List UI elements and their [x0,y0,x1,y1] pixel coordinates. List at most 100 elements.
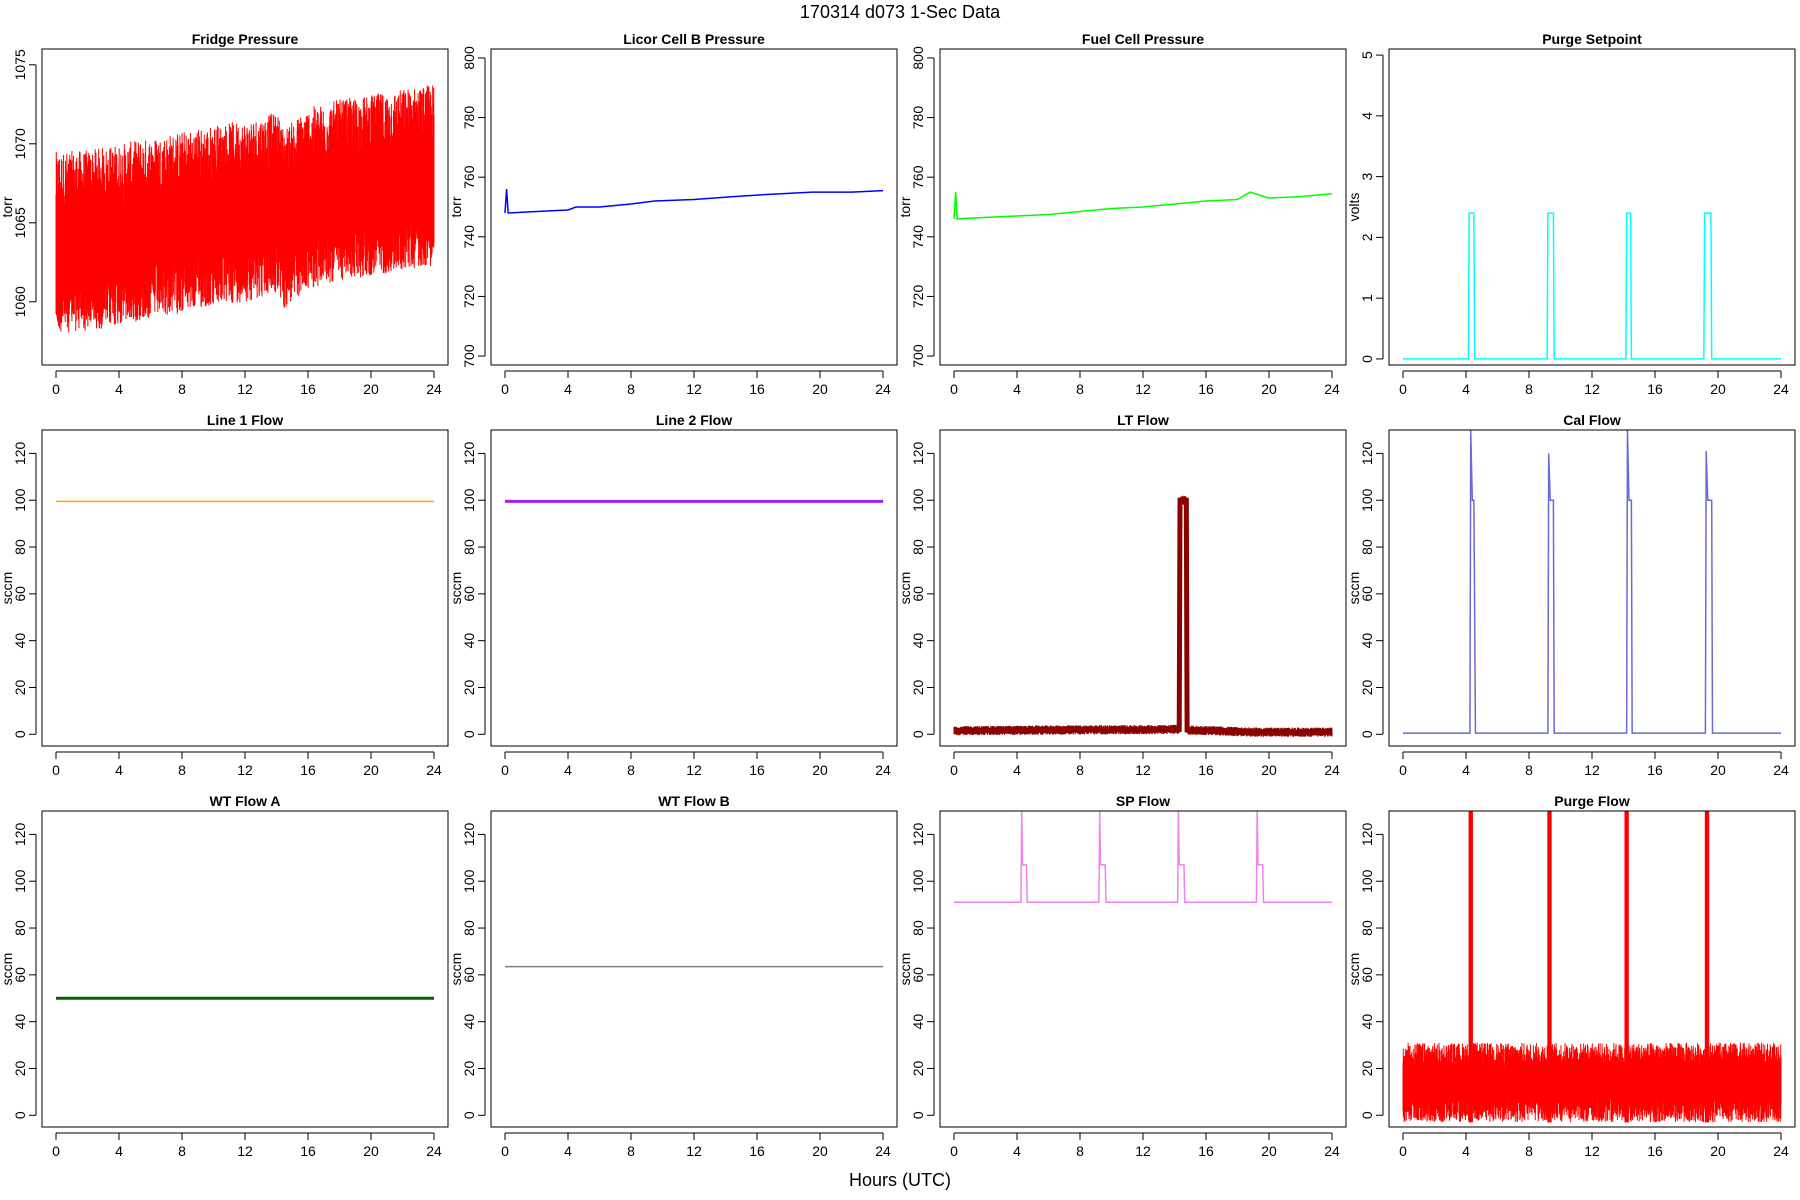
x-tick-label: 16 [749,762,765,778]
y-tick-label: 60 [12,967,28,983]
y-tick-label: 40 [1359,633,1375,649]
y-tick-label: 80 [910,920,926,936]
y-axis-label: sccm [0,572,15,605]
y-tick-label: 5 [1359,51,1375,59]
y-tick-label: 0 [12,1111,28,1119]
series-spike [1547,811,1552,1123]
y-tick-label: 0 [910,730,926,738]
y-tick-label: 760 [910,165,926,189]
y-tick-label: 60 [12,586,28,602]
x-tick-label: 16 [300,1143,316,1159]
y-tick-label: 780 [461,106,477,130]
x-tick-label: 24 [875,381,891,397]
x-tick-label: 16 [749,381,765,397]
y-tick-label: 0 [1359,355,1375,363]
series-group [1403,430,1781,734]
series-group [953,191,1333,220]
panel-4: Line 1 Flow sccm 0 4 8 12 16 20 24 0 20 40 60 80 100 12… [0,412,449,778]
y-tick-label: 80 [910,539,926,555]
x-tick-label: 8 [627,762,635,778]
plot-frame [939,810,1347,1128]
x-tick-label: 0 [1399,1143,1407,1159]
panel-title: LT Flow [1117,412,1169,428]
x-tick-label: 20 [812,1143,828,1159]
x-tick-label: 12 [1135,1143,1151,1159]
y-tick-label: 60 [461,586,477,602]
y-tick-label: 0 [910,1111,926,1119]
series-group [55,85,435,333]
panel-0: Fridge Pressure torr 0 4 8 12 16 20 24 1060 1065 10… [0,31,449,397]
panel-2: Fuel Cell Pressure torr 0 4 8 12 16 20 24 700 720 7… [897,31,1347,397]
y-tick-label: 120 [1359,823,1375,847]
x-tick-label: 0 [950,1143,958,1159]
page-title: 170314 d073 1-Sec Data [799,2,1001,22]
y-tick-label: 40 [12,633,28,649]
x-tick-label: 24 [1773,1143,1789,1159]
series-line [953,497,1332,735]
series-band [55,85,435,333]
panel-title: Purge Setpoint [1542,31,1642,47]
x-tick-label: 0 [1399,381,1407,397]
y-tick-label: 120 [910,442,926,466]
y-axis-label: sccm [0,953,15,986]
x-tick-label: 12 [686,381,702,397]
y-tick-label: 20 [461,679,477,695]
x-tick-label: 4 [115,762,123,778]
y-tick-label: 20 [12,1060,28,1076]
y-tick-label: 80 [461,920,477,936]
y-tick-label: 1 [1359,294,1375,302]
y-tick-label: 120 [461,442,477,466]
y-tick-label: 20 [461,1060,477,1076]
y-tick-label: 40 [12,1014,28,1030]
x-tick-label: 20 [1261,381,1277,397]
x-tick-label: 20 [363,381,379,397]
x-tick-label: 16 [1647,381,1663,397]
x-tick-label: 20 [363,762,379,778]
x-tick-label: 24 [875,1143,891,1159]
plot-frame [490,810,898,1128]
y-tick-label: 800 [910,46,926,70]
x-tick-label: 16 [1198,381,1214,397]
x-tick-label: 12 [686,762,702,778]
series-line [1403,212,1781,360]
x-tick-label: 8 [1076,762,1084,778]
y-axis-label: sccm [897,572,913,605]
y-tick-label: 0 [12,730,28,738]
x-tick-label: 4 [564,1143,572,1159]
x-tick-label: 12 [1135,381,1151,397]
y-axis-label: volts [1346,193,1362,222]
y-tick-label: 4 [1359,112,1375,120]
x-tick-label: 24 [875,762,891,778]
y-tick-label: 0 [1359,1111,1375,1119]
panel-title: SP Flow [1116,793,1170,809]
y-tick-label: 60 [910,967,926,983]
x-tick-label: 24 [426,762,442,778]
y-tick-label: 0 [461,730,477,738]
x-tick-label: 4 [115,1143,123,1159]
series-line [1403,430,1781,734]
plot-frame [41,48,449,366]
series-group [1403,212,1781,360]
x-tick-label: 16 [300,762,316,778]
y-tick-label: 100 [461,869,477,893]
x-tick-label: 16 [1198,762,1214,778]
panel-title: Line 1 Flow [207,412,283,428]
x-tick-label: 12 [1584,381,1600,397]
series-spike [1468,811,1473,1123]
x-tick-label: 20 [812,762,828,778]
y-tick-label: 2 [1359,233,1375,241]
y-tick-label: 120 [12,823,28,847]
plot-frame [41,810,449,1128]
y-tick-label: 100 [910,869,926,893]
y-tick-label: 40 [461,633,477,649]
x-tick-label: 0 [501,1143,509,1159]
x-tick-label: 8 [178,381,186,397]
y-tick-label: 3 [1359,173,1375,181]
panel-10: SP Flow sccm 0 4 8 12 16 20 24 0 20 40 60 80 100 120 [897,793,1347,1159]
y-axis-label: sccm [897,953,913,986]
y-axis-label: torr [0,196,15,217]
x-tick-label: 4 [1462,381,1470,397]
y-tick-label: 80 [1359,539,1375,555]
panel-title: Fuel Cell Pressure [1082,31,1204,47]
